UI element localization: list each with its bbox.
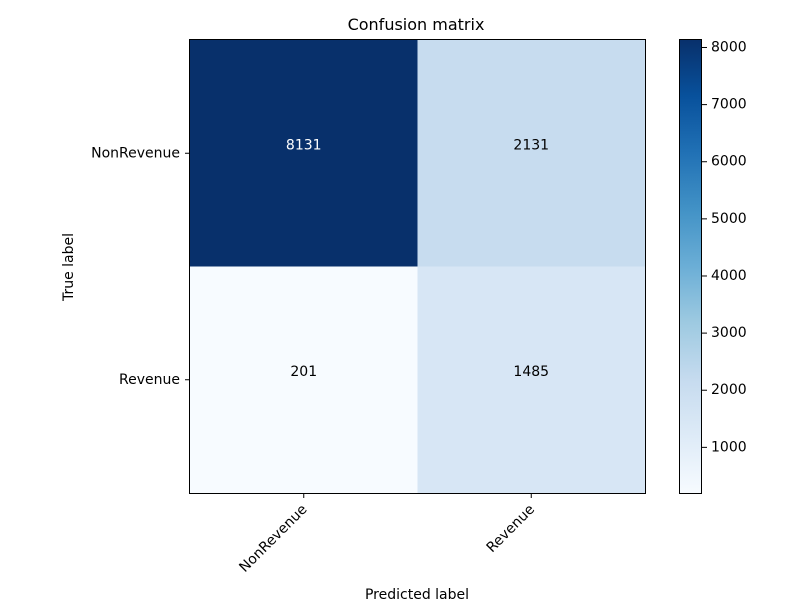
colorbar-tick-label: 2000 <box>711 382 747 398</box>
cell-value-label: 2131 <box>513 137 549 153</box>
heatmap-cell-labels: 8131 2131 201 1485 <box>286 137 549 380</box>
y-axis-label: True label <box>61 233 77 302</box>
colorbar-ticks: 1000 2000 3000 4000 5000 6000 7000 8000 <box>702 39 747 455</box>
heatmap-cells <box>190 40 646 494</box>
chart-title: Confusion matrix <box>348 15 485 34</box>
cell-value-label: 1485 <box>513 364 549 380</box>
colorbar-tick-label: 5000 <box>711 211 747 227</box>
x-axis-label: Predicted label <box>365 587 469 600</box>
y-tick-label: Revenue <box>119 372 180 388</box>
cell-value-label: 201 <box>290 364 317 380</box>
heatmap-cell <box>190 266 418 494</box>
heatmap-cell <box>417 40 646 267</box>
heatmap-cell <box>417 266 646 494</box>
plot-frame <box>189 39 646 494</box>
x-tick-label: NonRevenue <box>236 502 310 576</box>
colorbar-tick-label: 6000 <box>711 154 747 170</box>
y-tick-label: NonRevenue <box>91 145 180 161</box>
x-axis-ticks: NonRevenue Revenue <box>236 493 538 576</box>
colorbar-tick-label: 1000 <box>711 439 747 455</box>
cell-value-label: 8131 <box>286 137 322 153</box>
y-axis-ticks: NonRevenue Revenue <box>91 145 190 388</box>
x-tick-label: Revenue <box>484 502 538 556</box>
colorbar-tick-label: 7000 <box>711 97 747 113</box>
colorbar-tick-label: 4000 <box>711 268 747 284</box>
colorbar <box>679 39 702 494</box>
colorbar-tick-label: 3000 <box>711 325 747 341</box>
heatmap-cell <box>190 40 418 267</box>
colorbar-tick-label: 8000 <box>711 39 747 55</box>
